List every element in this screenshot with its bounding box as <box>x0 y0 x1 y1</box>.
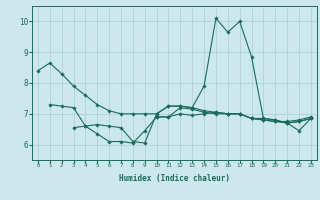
X-axis label: Humidex (Indice chaleur): Humidex (Indice chaleur) <box>119 174 230 183</box>
